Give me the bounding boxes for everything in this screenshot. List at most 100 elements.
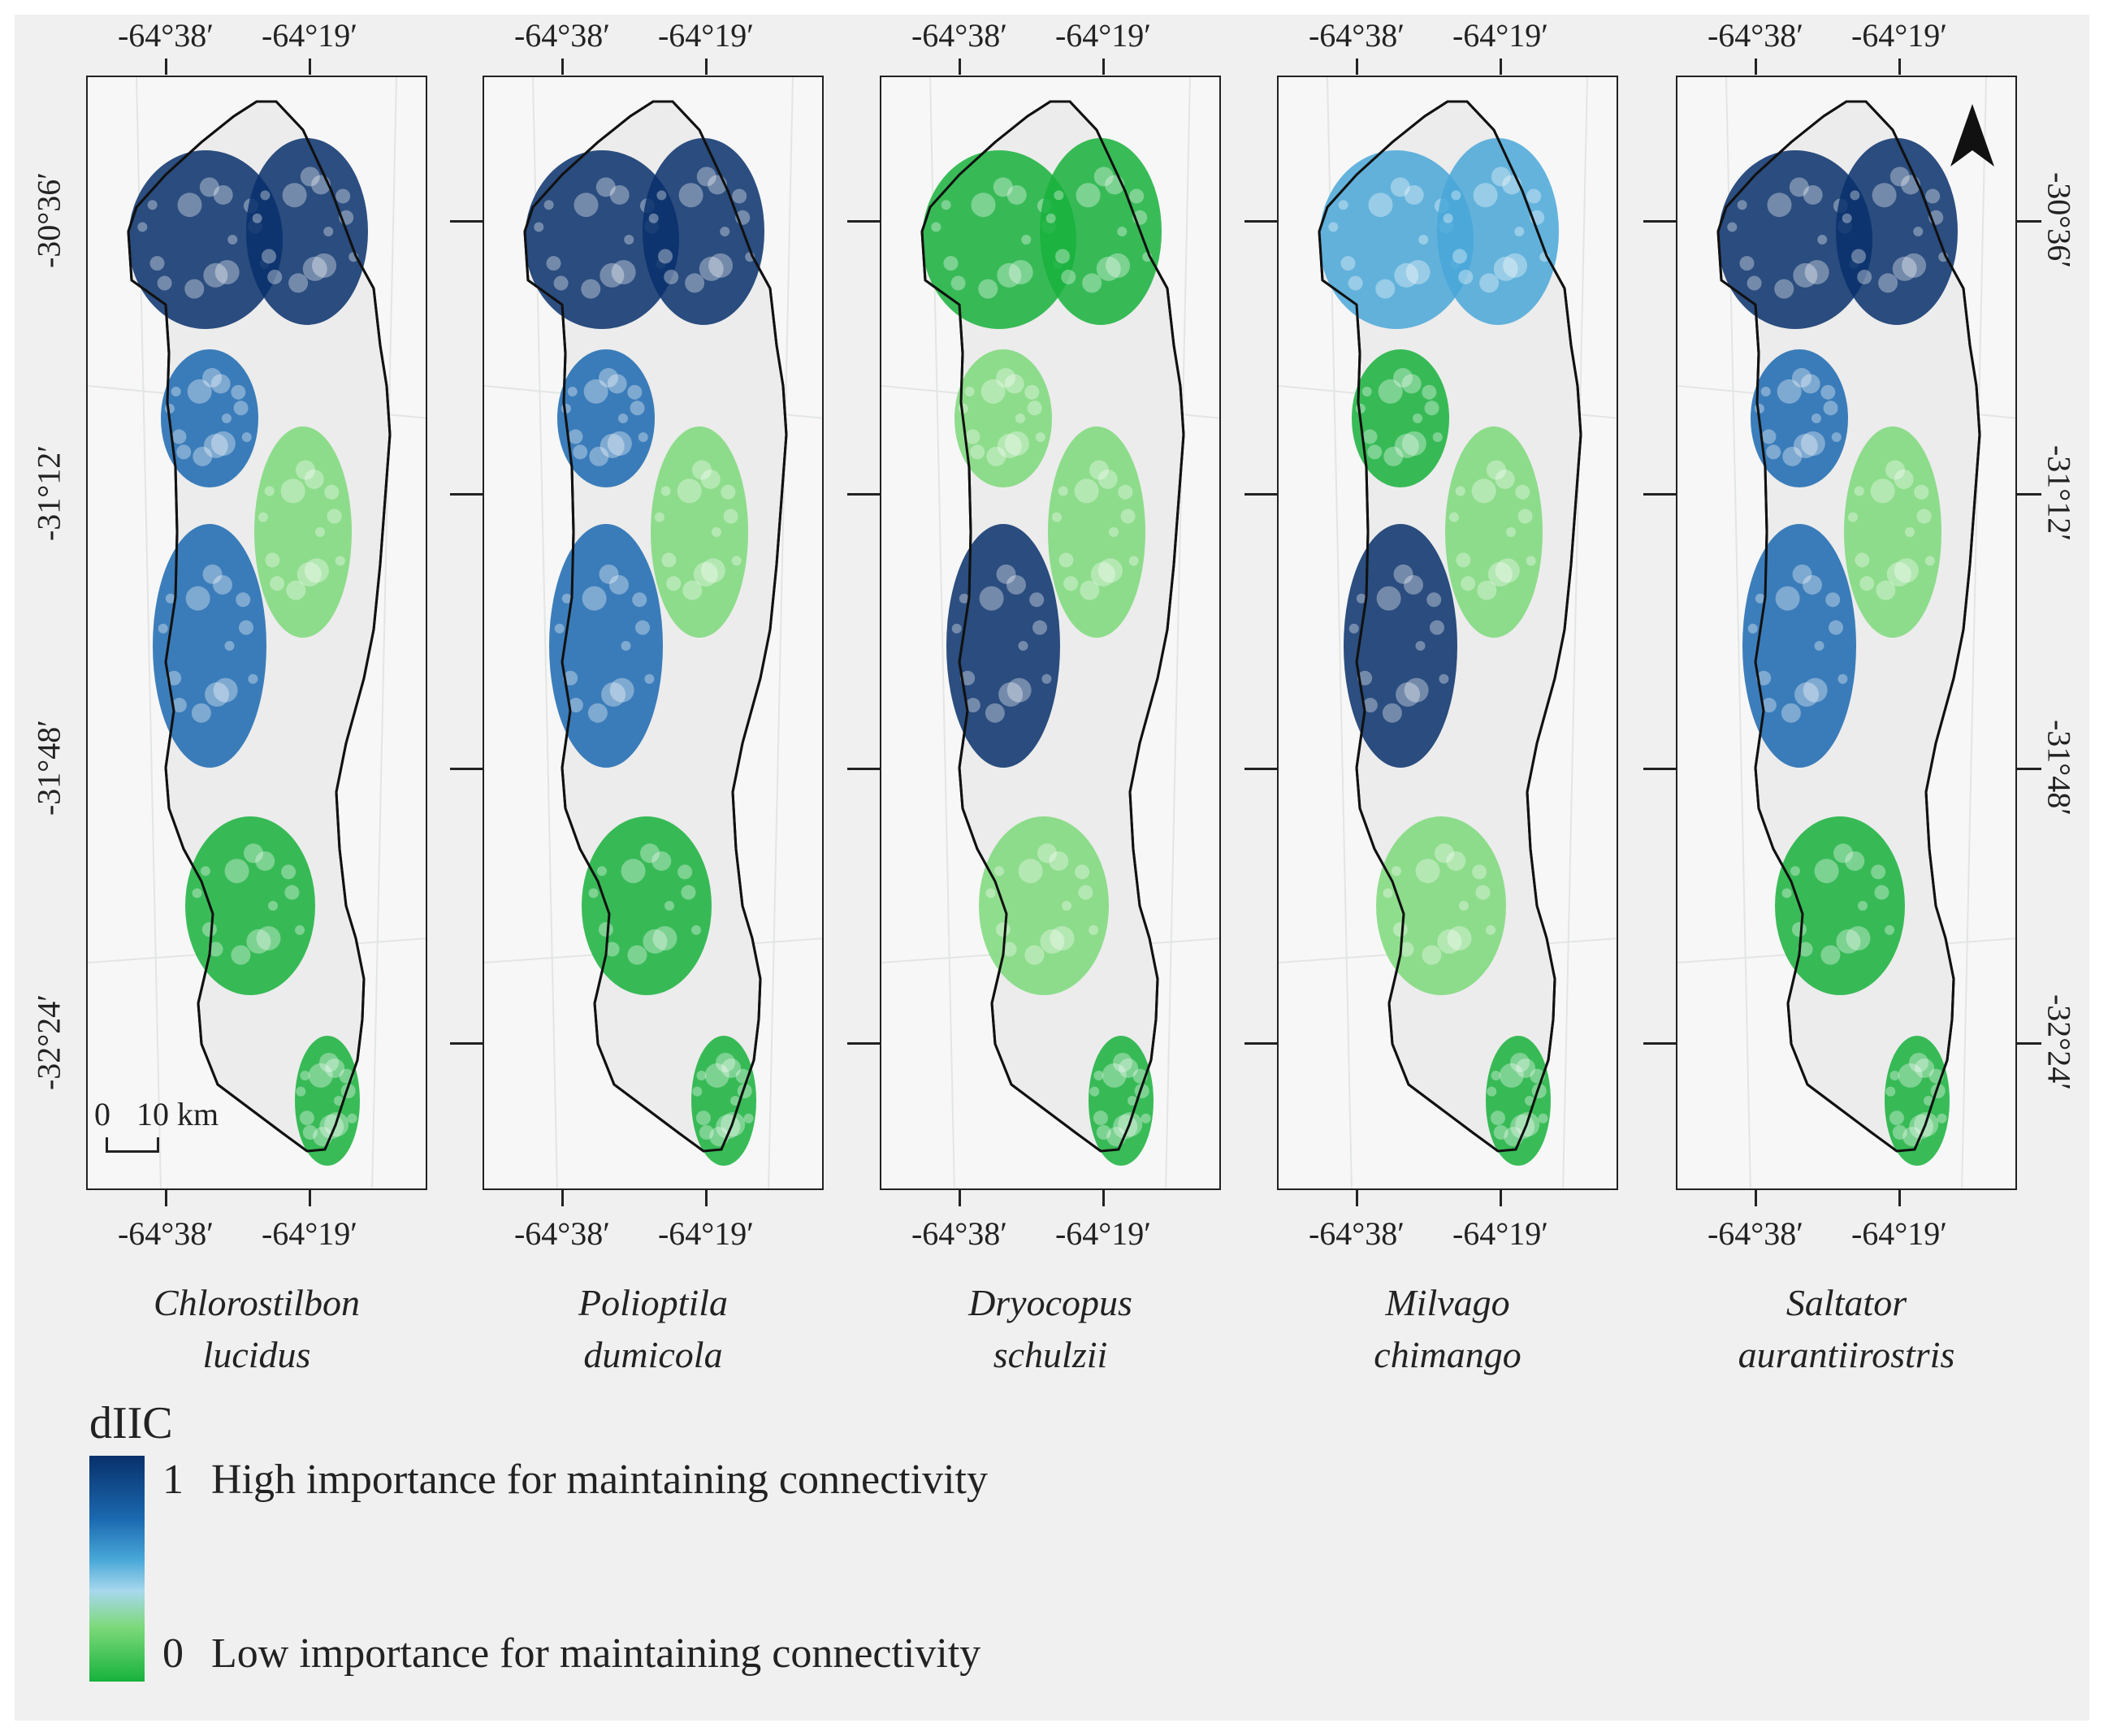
longitude-tick-label: -64°38′ <box>911 1215 1008 1252</box>
legend-title: dIIC <box>89 1398 173 1448</box>
longitude-tick-label: -64°38′ <box>513 1215 611 1252</box>
latitude-tick-mark <box>450 220 483 223</box>
longitude-tick-label: -64°38′ <box>117 17 214 54</box>
legend-low-value: 0 <box>162 1630 184 1677</box>
habitat-patch <box>185 816 315 995</box>
longitude-tick-label: -64°38′ <box>513 17 611 54</box>
longitude-tick-mark <box>561 1190 564 1206</box>
habitat-patch <box>153 524 266 768</box>
longitude-tick-mark <box>1356 58 1358 75</box>
species-epithet: lucidus <box>202 1334 311 1375</box>
legend-low: 0 Low importance for maintaining connecti… <box>162 1630 980 1678</box>
habitat-patch <box>1376 816 1506 995</box>
longitude-tick-mark <box>561 58 564 75</box>
habitat-patch <box>651 426 748 638</box>
latitude-label-left: -32°24′ <box>30 994 67 1091</box>
species-epithet: dumicola <box>583 1334 723 1375</box>
legend-high-value: 1 <box>162 1457 184 1503</box>
latitude-tick-mark <box>1244 1042 1277 1045</box>
latitude-label-right: -31°12′ <box>2041 444 2078 542</box>
habitat-patch <box>643 138 764 325</box>
habitat-patch <box>1742 524 1856 768</box>
longitude-tick-label: -64°19′ <box>1850 1215 1948 1252</box>
longitude-tick-label: -64°19′ <box>1452 17 1549 54</box>
latitude-tick-mark <box>847 1042 880 1045</box>
longitude-tick-label: -64°19′ <box>1054 1215 1152 1252</box>
map-panel <box>483 76 824 1190</box>
habitat-patch <box>1048 426 1145 638</box>
habitat-patch <box>1445 426 1543 638</box>
scale-bar-length: 10 km <box>136 1096 219 1132</box>
habitat-patch <box>254 426 352 638</box>
species-epithet: chimango <box>1374 1334 1521 1375</box>
species-genus: Chlorostilbon <box>154 1282 360 1323</box>
habitat-patch <box>1089 1036 1154 1166</box>
habitat-patch <box>954 349 1052 487</box>
latitude-tick-mark <box>847 493 880 496</box>
longitude-tick-label: -64°38′ <box>1707 17 1804 54</box>
longitude-tick-label: -64°38′ <box>911 17 1008 54</box>
study-region-border <box>920 100 1185 1153</box>
habitat-patch <box>1775 816 1905 995</box>
longitude-tick-mark <box>705 58 708 75</box>
latitude-tick-mark <box>1244 220 1277 223</box>
map-canvas <box>881 77 1219 1188</box>
map-panel <box>86 76 427 1190</box>
study-region-border <box>523 100 788 1153</box>
longitude-tick-label: -64°38′ <box>1707 1215 1804 1252</box>
north-arrow-icon <box>1950 104 1994 167</box>
species-genus: Polioptila <box>578 1282 728 1323</box>
habitat-patch <box>549 524 663 768</box>
study-region-border <box>127 100 392 1153</box>
species-epithet: aurantiirostris <box>1738 1334 1955 1375</box>
longitude-tick-mark <box>1898 1190 1901 1206</box>
study-region-border <box>1318 100 1582 1153</box>
latitude-label-right: -30°36′ <box>2041 171 2078 269</box>
latitude-tick-mark <box>2017 220 2041 223</box>
latitude-tick-mark <box>450 1042 483 1045</box>
scale-bar-line <box>106 1137 159 1153</box>
longitude-tick-mark <box>705 1190 708 1206</box>
legend-color-bar <box>89 1456 145 1682</box>
longitude-tick-label: -64°19′ <box>1452 1215 1549 1252</box>
longitude-tick-label: -64°19′ <box>1054 17 1152 54</box>
latitude-tick-mark <box>2017 493 2041 496</box>
longitude-tick-label: -64°38′ <box>117 1215 214 1252</box>
habitat-patch <box>1437 138 1559 325</box>
background-road <box>1961 77 1987 1188</box>
longitude-tick-mark <box>309 58 311 75</box>
longitude-tick-mark <box>1898 58 1901 75</box>
latitude-tick-mark <box>1643 1042 1676 1045</box>
scale-bar-zero: 0 <box>94 1096 110 1132</box>
longitude-tick-label: -64°19′ <box>1850 17 1948 54</box>
longitude-tick-label: -64°19′ <box>657 17 755 54</box>
study-region-border <box>1716 100 1981 1153</box>
longitude-tick-mark <box>1102 1190 1105 1206</box>
latitude-label-right: -31°48′ <box>2041 719 2078 816</box>
habitat-patch <box>946 524 1060 768</box>
background-road <box>1165 77 1191 1188</box>
habitat-patch <box>691 1036 756 1166</box>
habitat-patch <box>557 349 655 487</box>
longitude-tick-mark <box>165 1190 167 1206</box>
longitude-tick-label: -64°38′ <box>1308 17 1405 54</box>
latitude-tick-mark <box>2017 768 2041 770</box>
map-panel <box>1277 76 1618 1190</box>
species-epithet: schulzii <box>993 1334 1108 1375</box>
legend-low-label: Low importance for maintaining connectiv… <box>211 1630 981 1677</box>
habitat-patch <box>1344 524 1457 768</box>
habitat-patch <box>1352 349 1449 487</box>
background-road <box>768 77 794 1188</box>
longitude-tick-mark <box>1500 1190 1502 1206</box>
habitat-patch <box>246 138 368 325</box>
latitude-tick-mark <box>450 493 483 496</box>
habitat-patch <box>128 150 283 329</box>
longitude-tick-mark <box>959 1190 961 1206</box>
longitude-tick-mark <box>1755 1190 1757 1206</box>
latitude-tick-mark <box>1643 493 1676 496</box>
habitat-patch <box>1844 426 1941 638</box>
longitude-tick-label: -64°19′ <box>261 17 358 54</box>
latitude-label-left: -31°12′ <box>30 444 67 542</box>
habitat-patch <box>1751 349 1848 487</box>
map-panel <box>1676 76 2017 1190</box>
